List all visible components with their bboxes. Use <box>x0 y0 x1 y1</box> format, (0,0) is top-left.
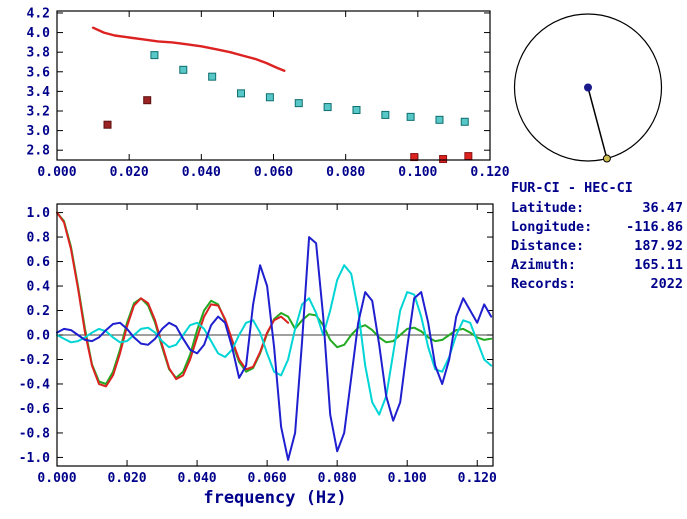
azimuth-dial <box>513 13 663 163</box>
svg-text:0.8: 0.8 <box>27 231 51 246</box>
svg-text:0.100: 0.100 <box>388 471 427 486</box>
info-value: -116.86 <box>626 219 683 235</box>
svg-text:4.2: 4.2 <box>27 6 50 21</box>
info-label: Longitude: <box>511 219 593 235</box>
svg-text:0.080: 0.080 <box>326 165 365 180</box>
info-label: Latitude: <box>511 200 585 216</box>
svg-text:3.0: 3.0 <box>27 124 51 139</box>
dispersion-chart: 0.000 0.020 0.040 0.060 0.080 0.100 0.120 2.8 3.… <box>27 6 510 180</box>
svg-text:0.2: 0.2 <box>27 304 50 319</box>
svg-text:0.040: 0.040 <box>178 471 217 486</box>
svg-text:-1.0: -1.0 <box>19 451 50 466</box>
info-row: Latitude: 36.47 <box>511 199 683 218</box>
info-value: 36.47 <box>642 200 683 216</box>
spectra-chart: 0.000 0.020 0.040 0.060 0.080 0.100 0.120 -1.0 -… <box>19 203 497 486</box>
info-label: Azimuth: <box>511 257 577 273</box>
svg-text:-0.6: -0.6 <box>19 402 50 417</box>
svg-text:3.8: 3.8 <box>27 46 51 61</box>
svg-text:3.6: 3.6 <box>27 65 51 80</box>
svg-text:-0.2: -0.2 <box>19 353 50 368</box>
svg-text:0.120: 0.120 <box>470 165 509 180</box>
info-row: Records: 2022 <box>511 275 683 294</box>
svg-text:0.100: 0.100 <box>398 165 437 180</box>
svg-text:0.020: 0.020 <box>110 165 149 180</box>
svg-text:-0.8: -0.8 <box>19 426 50 441</box>
svg-text:1.0: 1.0 <box>27 206 51 221</box>
svg-text:0.120: 0.120 <box>458 471 497 486</box>
station-pair-info: FUR-CI - HEC-CI Latitude: 36.47 Longitud… <box>511 179 683 294</box>
svg-text:4.0: 4.0 <box>27 26 51 41</box>
x-axis-label: frequency (Hz) <box>203 488 347 508</box>
info-row: Longitude: -116.86 <box>511 218 683 237</box>
svg-text:0.6: 0.6 <box>27 255 51 270</box>
info-row: Distance: 187.92 <box>511 237 683 256</box>
svg-text:0.000: 0.000 <box>37 471 76 486</box>
svg-text:3.2: 3.2 <box>27 104 50 119</box>
svg-text:0.060: 0.060 <box>248 471 287 486</box>
svg-text:0.0: 0.0 <box>27 329 51 344</box>
svg-text:0.020: 0.020 <box>107 471 146 486</box>
info-label: Records: <box>511 276 577 292</box>
svg-text:0.080: 0.080 <box>318 471 357 486</box>
info-row: Azimuth: 165.11 <box>511 256 683 275</box>
info-label: Distance: <box>511 238 585 254</box>
svg-text:2.8: 2.8 <box>27 144 51 159</box>
svg-text:-0.4: -0.4 <box>19 377 50 392</box>
svg-text:0.040: 0.040 <box>182 165 221 180</box>
svg-text:0.000: 0.000 <box>37 165 76 180</box>
svg-text:3.4: 3.4 <box>27 85 51 100</box>
info-value: 2022 <box>650 276 683 292</box>
station-pair-title: FUR-CI - HEC-CI <box>511 180 633 196</box>
svg-text:0.060: 0.060 <box>254 165 293 180</box>
svg-text:0.4: 0.4 <box>27 280 51 295</box>
info-value: 187.92 <box>634 238 683 254</box>
info-value: 165.11 <box>634 257 683 273</box>
